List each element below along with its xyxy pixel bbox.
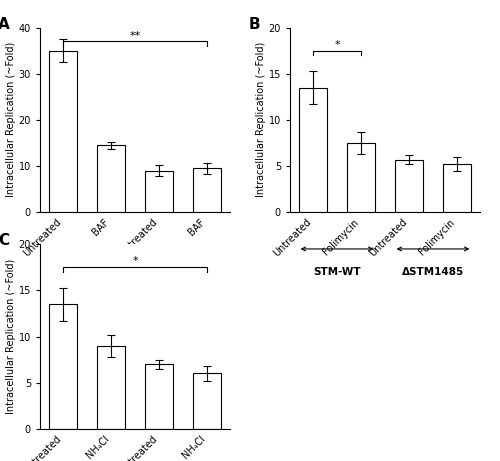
Text: ΔSTM1485: ΔSTM1485 — [402, 267, 464, 278]
Text: C: C — [0, 233, 10, 248]
Text: *: * — [132, 256, 138, 266]
Bar — [192, 373, 222, 429]
Text: **: ** — [130, 30, 140, 41]
Bar — [48, 51, 78, 212]
Y-axis label: Intracellular Replication (~Fold): Intracellular Replication (~Fold) — [6, 42, 16, 197]
Bar — [96, 145, 126, 212]
Bar — [144, 171, 174, 212]
Bar — [442, 164, 472, 212]
Bar — [48, 304, 78, 429]
Text: ΔSTM1485: ΔSTM1485 — [152, 267, 214, 278]
Bar — [192, 168, 222, 212]
Bar — [144, 364, 174, 429]
Y-axis label: Intracellular Replication (~Fold): Intracellular Replication (~Fold) — [256, 42, 266, 197]
Bar — [96, 346, 126, 429]
Bar — [298, 88, 328, 212]
Bar — [394, 160, 424, 212]
Text: B: B — [248, 17, 260, 32]
Y-axis label: Intracellular Replication (~Fold): Intracellular Replication (~Fold) — [6, 259, 16, 414]
Text: A: A — [0, 17, 10, 32]
Text: *: * — [334, 40, 340, 50]
Bar — [346, 143, 376, 212]
Text: STM-WT: STM-WT — [313, 267, 361, 278]
Text: STM-WT: STM-WT — [63, 267, 111, 278]
